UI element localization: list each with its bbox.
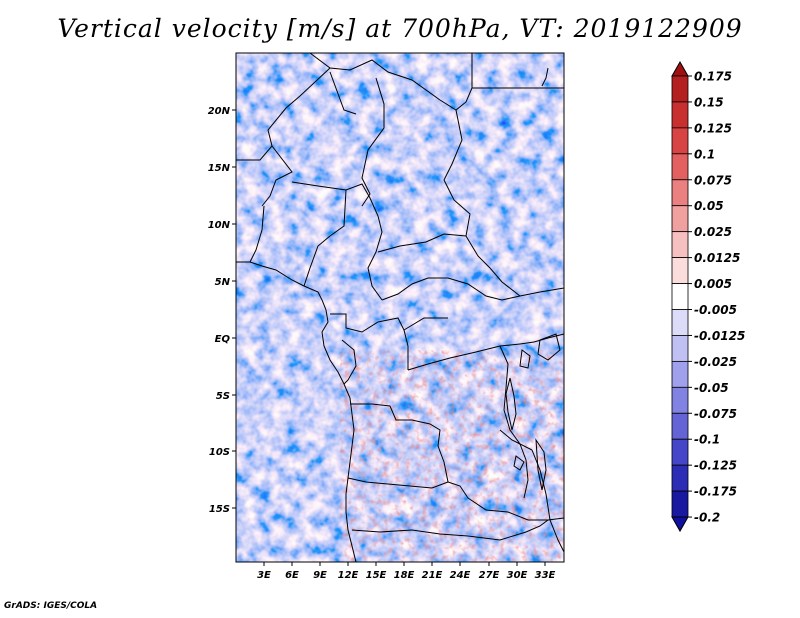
lat-label: 20N xyxy=(208,106,231,117)
colorbar-swatch xyxy=(671,438,689,466)
colorbar-swatch xyxy=(671,153,689,181)
lon-ticks xyxy=(263,562,546,566)
colorbar-swatch xyxy=(671,127,689,155)
lat-label: 15N xyxy=(208,163,231,174)
lon-label: 21E xyxy=(422,570,443,581)
colorbar-label: -0.025 xyxy=(694,355,737,369)
lon-label: 6E xyxy=(285,570,299,581)
colorbar-label: 0.075 xyxy=(694,173,732,187)
lat-label: 5N xyxy=(215,277,231,288)
colorbar-label: -0.05 xyxy=(694,381,729,395)
colorbar-label: -0.005 xyxy=(694,303,737,317)
colorbar-label: 0.05 xyxy=(694,199,724,213)
lon-label: 33E xyxy=(535,570,556,581)
colorbar-label: 0.025 xyxy=(694,225,732,239)
lat-labels: 20N 15N 10N 5N EQ 5S 10S 15S xyxy=(208,106,231,515)
lon-label: 24E xyxy=(450,570,471,581)
colorbar-label: -0.1 xyxy=(694,433,720,447)
chart-title: Vertical velocity [m/s] at 700hPa, VT: 2… xyxy=(57,14,743,43)
colorbar-label: -0.0125 xyxy=(694,329,745,343)
country-borders xyxy=(236,53,564,562)
colorbar-swatch xyxy=(671,464,689,492)
colorbar-swatch xyxy=(671,205,689,233)
colorbar-label: 0.1 xyxy=(694,147,715,161)
lon-label: 3E xyxy=(257,570,271,581)
colorbar-swatch xyxy=(671,335,689,362)
colorbar-label: 0.175 xyxy=(694,70,732,84)
colorbar-swatch xyxy=(671,490,689,518)
lat-label: 5S xyxy=(216,391,230,402)
lon-labels: 3E 6E 9E 12E 15E 18E 21E 24E 27E 30E 33E xyxy=(257,570,555,581)
lon-label: 27E xyxy=(479,570,500,581)
colorbar-label: 0.15 xyxy=(694,95,724,109)
lat-label: 15S xyxy=(209,504,230,515)
colorbar-label: 0.0125 xyxy=(694,251,740,265)
lat-label: 10S xyxy=(209,447,230,458)
credit-label: GrADS: IGES/COLA xyxy=(4,601,98,611)
lon-label: 9E xyxy=(313,570,327,581)
lon-label: 30E xyxy=(507,570,528,581)
colorbar-swatch xyxy=(671,60,689,77)
colorbar-label: -0.125 xyxy=(694,459,737,473)
colorbar-label: 0.125 xyxy=(694,121,732,135)
colorbar-swatch xyxy=(671,257,689,284)
lon-label: 12E xyxy=(338,570,359,581)
colorbar-swatch xyxy=(671,101,689,129)
colorbar-swatch xyxy=(671,179,689,207)
colorbar-swatch xyxy=(671,231,689,259)
colorbar-label: -0.2 xyxy=(694,511,720,525)
velocity-field xyxy=(236,53,564,562)
colorbar-swatch xyxy=(671,283,689,310)
map-frame xyxy=(235,52,565,563)
colorbar-label: -0.175 xyxy=(694,485,737,499)
colorbar-swatch xyxy=(671,412,689,440)
lat-label: 10N xyxy=(208,220,231,231)
lat-label: EQ xyxy=(215,334,231,345)
colorbar: 0.175 0.15 0.125 0.1 0.075 0.05 0.025 0.0125 0.0… xyxy=(671,60,745,533)
lat-ticks xyxy=(232,109,236,509)
colorbar-swatch xyxy=(671,386,689,414)
lon-label: 18E xyxy=(394,570,415,581)
colorbar-swatch xyxy=(671,516,689,533)
colorbar-label: -0.075 xyxy=(694,407,737,421)
colorbar-swatch xyxy=(671,360,689,388)
colorbar-swatch xyxy=(671,309,689,336)
lon-label: 15E xyxy=(366,570,387,581)
colorbar-label: 0.005 xyxy=(694,277,732,291)
colorbar-swatch xyxy=(671,75,689,103)
